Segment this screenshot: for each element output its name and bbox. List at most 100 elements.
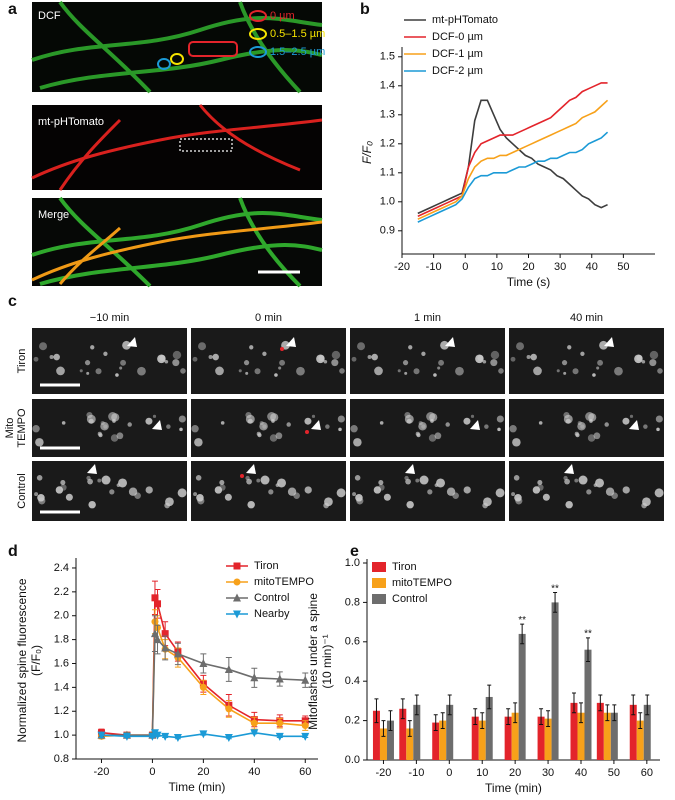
error-bar: [578, 702, 583, 724]
series-line: [417, 99, 608, 215]
spine-blob: [434, 483, 439, 488]
spine-blob: [415, 478, 420, 483]
spine-blob: [452, 492, 459, 499]
error-bar: [473, 708, 478, 726]
marker: [250, 673, 259, 682]
y-tick-label: 1.0: [345, 557, 360, 569]
series-line: [417, 99, 609, 220]
spine-blob: [134, 492, 141, 499]
bar: [399, 708, 407, 760]
y-tick-label: 1.5: [380, 51, 395, 63]
spine-blob: [463, 486, 471, 494]
x-axis-label: Time (min): [169, 780, 226, 794]
spine-blob: [406, 500, 414, 509]
annotation: **: [518, 615, 526, 626]
spine-blob: [247, 418, 253, 424]
spine-blob: [324, 497, 333, 507]
tomato-signal: [31, 104, 323, 191]
spine-blob: [556, 369, 560, 373]
spine-blob: [657, 368, 663, 374]
error-bar: [612, 704, 617, 722]
y-axis-label: Normalized spine fluorescence: [15, 578, 29, 742]
spine-blob: [599, 340, 608, 350]
y-tick-label: 0.0: [345, 754, 360, 766]
legend-label: Nearby: [254, 608, 290, 620]
x-tick-label: 10: [476, 767, 488, 779]
marker: [199, 730, 208, 739]
spine-blob: [193, 492, 198, 497]
spine-blob: [455, 366, 464, 376]
x-tick-label: 20: [197, 766, 209, 778]
marker: [233, 578, 241, 586]
spine-blob: [179, 427, 183, 432]
marker: [122, 732, 131, 741]
y-tick-label: 2.2: [54, 586, 69, 598]
spine-blob: [604, 422, 609, 427]
marker: [250, 729, 259, 738]
panel-label: c: [8, 293, 17, 310]
bar: [551, 602, 559, 760]
spine-blob: [116, 432, 124, 440]
arrowhead: [311, 420, 321, 430]
legend-swatch: [249, 10, 267, 22]
legend-label: Control: [254, 592, 289, 604]
spine-blob: [587, 434, 596, 442]
marker: [151, 594, 159, 602]
spine-blob: [597, 359, 604, 366]
spine-blob: [490, 350, 500, 360]
spine-blob: [421, 351, 426, 356]
spine-blob: [510, 356, 516, 362]
marker: [233, 610, 241, 619]
spine-blob: [245, 475, 250, 481]
spine-blob: [88, 500, 96, 509]
spine-blob: [172, 350, 182, 360]
spine-blob: [649, 359, 657, 367]
error-bar: [645, 694, 650, 716]
micrograph: [191, 399, 346, 457]
spine-blob: [164, 359, 169, 364]
spine-blob: [331, 350, 341, 360]
spine-blob: [279, 359, 286, 366]
x-tick-label: 0: [462, 261, 468, 273]
spine-blob: [574, 478, 579, 483]
spine-blob: [532, 486, 541, 494]
marker: [250, 719, 258, 727]
error-bar: [605, 704, 610, 722]
spine-blob: [419, 475, 429, 485]
spine-blob: [515, 497, 523, 505]
spine-blob: [593, 483, 598, 488]
spine-blob: [463, 417, 471, 425]
marker: [153, 635, 162, 644]
spine-blob: [118, 478, 128, 488]
bar: [629, 704, 637, 760]
series-line: [417, 131, 609, 223]
y-tick-label: 1.6: [54, 657, 69, 669]
spine-blob: [245, 411, 252, 419]
spine-blob: [577, 422, 586, 431]
error-bar: [400, 698, 405, 720]
spine-blob: [496, 415, 504, 423]
x-axis-label: Time (min): [485, 781, 542, 795]
spine-blob: [483, 497, 492, 507]
spine-blob: [98, 433, 103, 438]
image-label: DCF: [38, 10, 61, 22]
spine-blob: [157, 354, 166, 364]
x-tick-label: -20: [94, 766, 110, 778]
spine-blob: [379, 421, 384, 425]
bar: [372, 710, 380, 760]
panel-label: b: [360, 1, 370, 18]
dcf-signal: [31, 0, 323, 94]
spine-blob: [357, 342, 366, 351]
spine-blob: [634, 354, 643, 364]
spine-blob: [120, 359, 127, 366]
spine-blob: [254, 368, 261, 375]
bar: [636, 720, 644, 760]
spine-blob: [497, 427, 501, 432]
error-bar: [513, 702, 518, 724]
spine-blob: [53, 353, 60, 361]
spine-blob: [586, 489, 592, 495]
spine-blob: [563, 371, 567, 375]
spine-blob: [595, 478, 605, 488]
legend-label: Control: [392, 593, 427, 605]
